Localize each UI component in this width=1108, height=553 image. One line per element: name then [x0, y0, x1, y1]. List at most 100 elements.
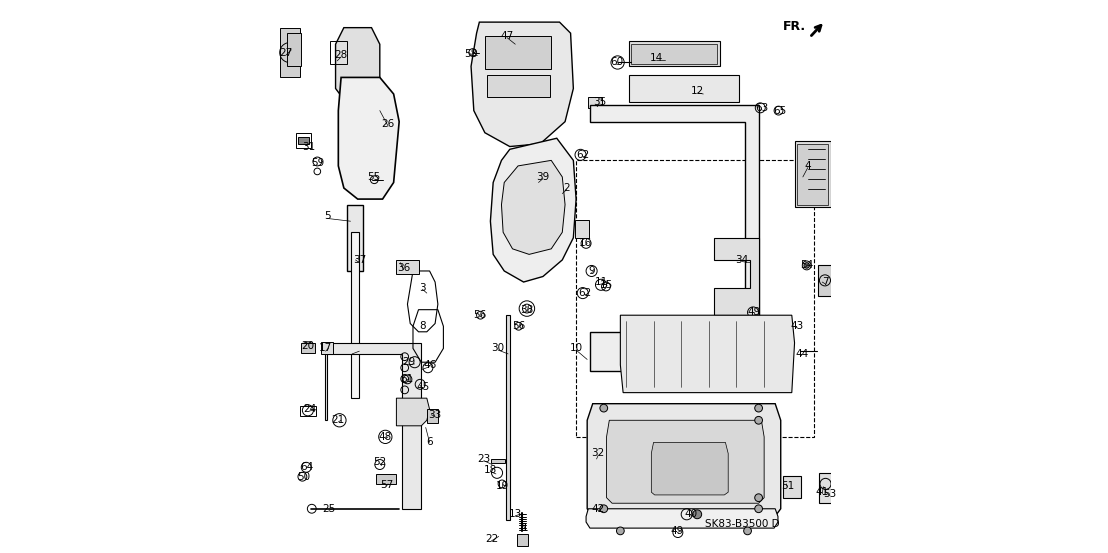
Text: 9: 9	[588, 266, 595, 276]
Text: 23: 23	[478, 454, 491, 464]
Bar	[287, 33, 301, 66]
Bar	[517, 534, 529, 546]
Circle shape	[599, 404, 607, 412]
Text: 27: 27	[279, 48, 293, 58]
Text: 14: 14	[649, 53, 663, 63]
Text: 2: 2	[563, 183, 570, 193]
Circle shape	[616, 527, 624, 535]
Text: 48: 48	[379, 432, 392, 442]
Text: 35: 35	[593, 97, 606, 107]
Text: 15: 15	[599, 280, 613, 290]
Text: 31: 31	[302, 142, 316, 152]
Text: 49: 49	[670, 526, 684, 536]
Polygon shape	[620, 315, 794, 393]
Text: 8: 8	[419, 321, 425, 331]
Circle shape	[743, 527, 751, 535]
Text: 1: 1	[522, 523, 529, 533]
Bar	[798, 144, 828, 205]
Bar	[576, 160, 814, 437]
Text: 55: 55	[367, 172, 380, 182]
Circle shape	[755, 404, 762, 412]
Text: 11: 11	[594, 277, 607, 287]
Text: 34: 34	[736, 255, 749, 265]
Text: 25: 25	[322, 504, 336, 514]
Polygon shape	[606, 420, 765, 503]
Polygon shape	[586, 509, 778, 528]
Bar	[300, 343, 315, 353]
Bar	[819, 265, 832, 296]
Text: 17: 17	[319, 343, 332, 353]
Polygon shape	[715, 238, 759, 315]
Text: 12: 12	[691, 86, 705, 96]
Text: 30: 30	[492, 343, 505, 353]
Text: 65: 65	[773, 106, 787, 116]
Text: 39: 39	[536, 172, 550, 182]
Text: 28: 28	[335, 50, 348, 60]
Bar	[820, 473, 832, 503]
Text: 29: 29	[402, 357, 416, 367]
Bar	[491, 459, 505, 463]
Circle shape	[692, 510, 701, 519]
Circle shape	[755, 505, 762, 513]
Text: 18: 18	[484, 465, 497, 475]
Bar	[575, 220, 588, 238]
Polygon shape	[325, 343, 421, 509]
Bar	[320, 342, 332, 354]
Text: 63: 63	[755, 103, 768, 113]
Text: 54: 54	[801, 260, 814, 270]
Text: 4: 4	[804, 161, 811, 171]
Text: 62: 62	[577, 288, 591, 298]
Bar	[330, 41, 347, 64]
Text: 50: 50	[297, 472, 310, 482]
Text: 42: 42	[591, 504, 604, 514]
Polygon shape	[336, 28, 380, 100]
Polygon shape	[491, 138, 576, 282]
Text: 64: 64	[300, 462, 314, 472]
Text: 58: 58	[464, 49, 478, 59]
Bar	[296, 133, 311, 148]
Text: 22: 22	[485, 534, 499, 544]
Text: 43: 43	[791, 321, 804, 331]
Bar	[486, 75, 550, 97]
Bar	[632, 44, 717, 64]
Text: 47: 47	[501, 31, 514, 41]
Text: 36: 36	[397, 263, 410, 273]
Circle shape	[599, 505, 607, 513]
Polygon shape	[652, 442, 728, 495]
Polygon shape	[502, 160, 565, 254]
Polygon shape	[338, 77, 399, 199]
Bar	[588, 97, 602, 108]
Bar	[299, 406, 316, 416]
Text: 41: 41	[815, 487, 829, 497]
Polygon shape	[280, 28, 299, 77]
Text: 62: 62	[576, 150, 589, 160]
Text: 19: 19	[495, 481, 509, 491]
Bar	[427, 409, 438, 423]
Bar	[628, 41, 720, 66]
Text: 60: 60	[609, 57, 623, 67]
Bar	[298, 137, 309, 144]
Text: 3: 3	[419, 283, 425, 293]
Bar	[794, 141, 831, 207]
Text: 26: 26	[381, 119, 394, 129]
Text: FR.: FR.	[782, 20, 806, 33]
Polygon shape	[589, 105, 759, 371]
Bar	[351, 232, 359, 398]
Text: 46: 46	[423, 360, 437, 370]
Text: 33: 33	[429, 410, 442, 420]
Text: 53: 53	[823, 489, 837, 499]
Text: 59: 59	[311, 158, 325, 168]
Text: 10: 10	[570, 343, 583, 353]
Text: SK83-B3500 D: SK83-B3500 D	[705, 519, 780, 529]
Polygon shape	[397, 398, 430, 426]
Text: 7: 7	[822, 277, 829, 287]
Text: 24: 24	[302, 404, 316, 414]
Text: 37: 37	[352, 255, 366, 265]
Circle shape	[804, 263, 810, 268]
Text: 6: 6	[427, 437, 433, 447]
Text: 61: 61	[400, 374, 413, 384]
Text: 44: 44	[796, 349, 809, 359]
Text: 5: 5	[324, 211, 330, 221]
Text: 45: 45	[417, 382, 430, 392]
Text: 13: 13	[509, 509, 522, 519]
